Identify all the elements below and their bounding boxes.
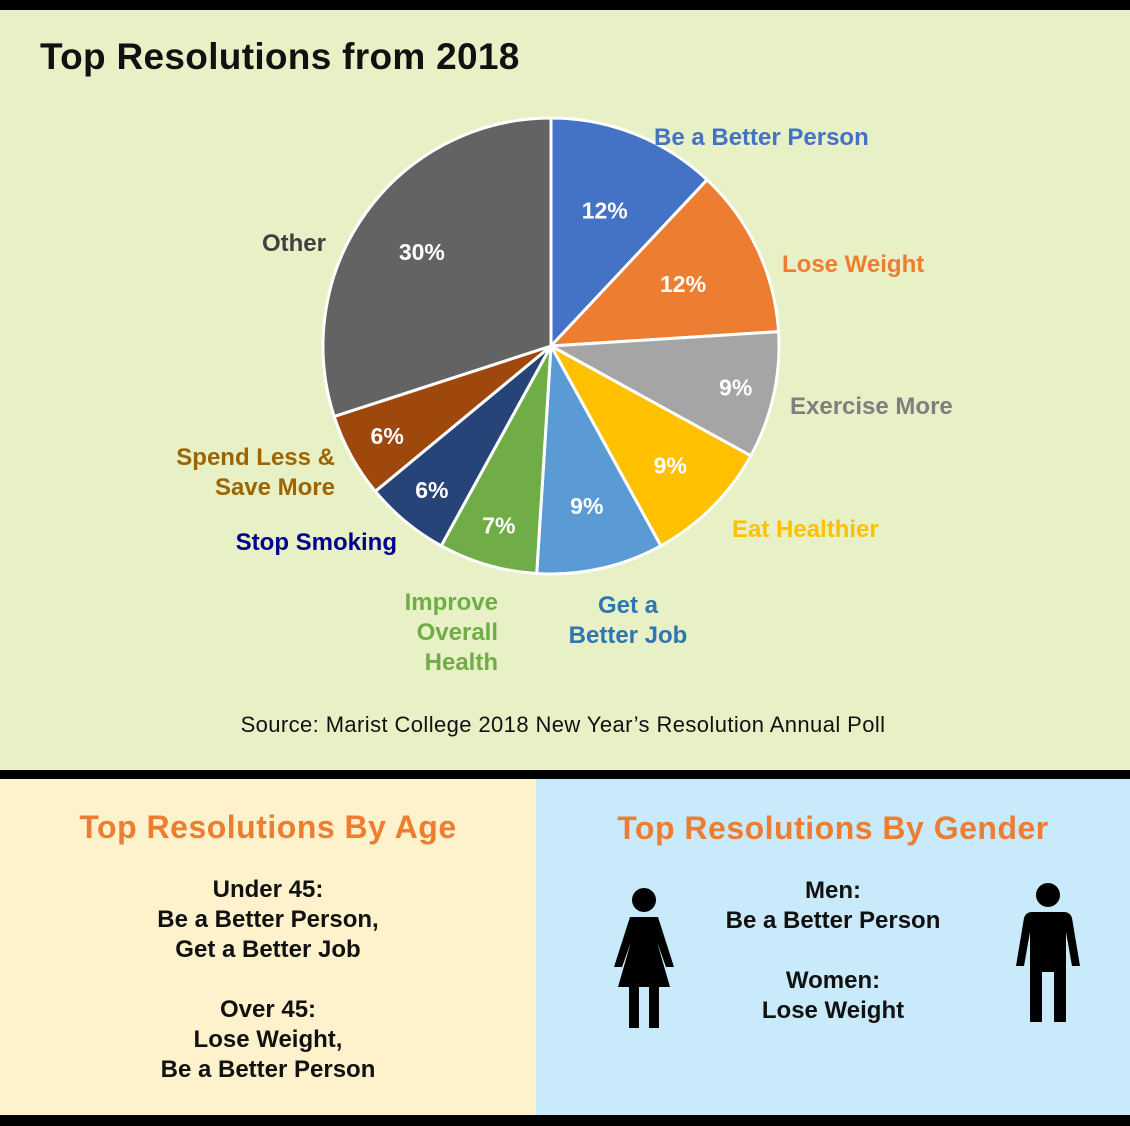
gender-group-line: Be a Better Person <box>725 907 941 934</box>
gender-panel: Top Resolutions By Gender Men: Be a Bett… <box>536 779 1130 1115</box>
slice-category-label: Improve Overall Health <box>405 589 498 676</box>
slice-percent-label: 30% <box>399 239 445 265</box>
pie-slice-eat-healthier <box>549 344 753 548</box>
chart-title: Top Resolutions from 2018 <box>40 36 520 77</box>
age-group-line: Get a Better Job <box>175 936 361 963</box>
slice-percent-label: 9% <box>654 452 687 478</box>
slice-category-label: Be a Better Person <box>654 124 869 151</box>
pie-chart: 12% 12% 9% 9% 9% 7% 6% 6% 30% Be a Better Person L… <box>176 116 953 676</box>
slice-percent-label: 12% <box>660 271 706 297</box>
age-group-under-45: Under 45: Be a Better Person, Get a Bett… <box>0 875 536 965</box>
slice-percent-label: 7% <box>482 513 515 539</box>
slice-category-label: Stop Smoking <box>236 529 397 556</box>
slice-category-label: Spend Less & Save More <box>176 444 335 501</box>
pie-slice-get-a-better-job <box>535 344 663 576</box>
slice-percent-label: 6% <box>371 423 404 449</box>
slice-percent-label: 12% <box>582 197 628 223</box>
gender-group-name: Women: <box>785 967 881 994</box>
slice-category-label: Eat Healthier <box>732 516 879 543</box>
gender-group-men: Men: Be a Better Person <box>646 876 1020 936</box>
man-icon <box>1016 883 1080 1022</box>
gender-group-name: Men: <box>805 877 861 904</box>
age-group-line: Be a Better Person, <box>157 906 379 933</box>
bottom-border <box>0 1115 1130 1126</box>
age-group-name: Over 45: <box>219 996 317 1023</box>
gender-group-line: Lose Weight <box>761 997 905 1024</box>
age-panel: Top Resolutions By Age Under 45: Be a Be… <box>0 779 536 1115</box>
slice-category-label: Get a Better Job <box>569 592 688 649</box>
pie-slice-other <box>321 116 553 418</box>
slice-percent-label: 9% <box>719 374 752 400</box>
woman-icon <box>614 888 674 1028</box>
pie-chart-panel: Top Resolutions from 2018 12% 12% 9% 9% 9% 7%… <box>0 10 1130 770</box>
slice-category-label: Other <box>262 230 326 257</box>
gender-heading: Top Resolutions By Gender <box>617 810 1049 846</box>
slice-category-label: Exercise More <box>790 393 953 420</box>
pie-slice-be-a-better-person <box>549 116 709 348</box>
age-group-line: Lose Weight, <box>193 1026 343 1053</box>
pie-slice-exercise-more <box>549 330 781 458</box>
top-border <box>0 0 1130 10</box>
age-group-name: Under 45: <box>212 876 324 903</box>
pie-slice-lose-weight <box>549 178 781 348</box>
age-group-over-45: Over 45: Lose Weight, Be a Better Person <box>0 995 536 1085</box>
gender-group-women: Women: Lose Weight <box>646 966 1020 1026</box>
age-heading: Top Resolutions By Age <box>79 809 457 845</box>
slice-percent-label: 9% <box>570 493 603 519</box>
middle-divider <box>0 770 1130 779</box>
age-group-line: Be a Better Person <box>160 1056 376 1083</box>
slice-category-label: Lose Weight <box>782 251 924 278</box>
slice-percent-label: 6% <box>415 477 448 503</box>
source-note: Source: Marist College 2018 New Year’s R… <box>240 712 886 737</box>
